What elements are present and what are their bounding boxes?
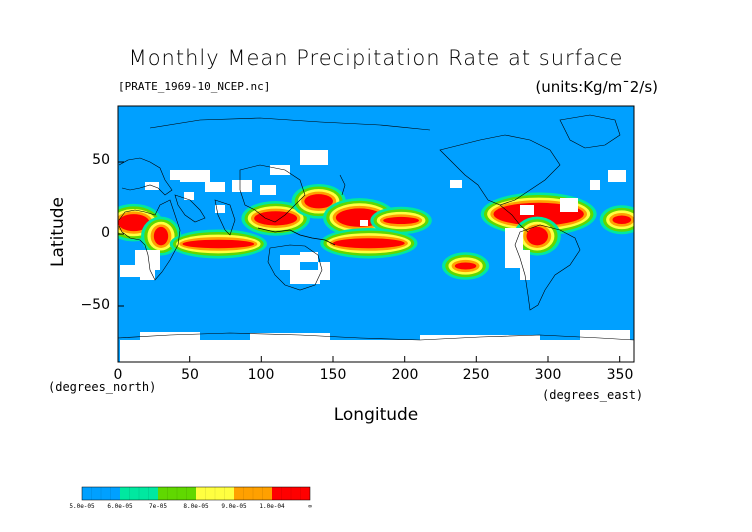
no-data-cell — [250, 333, 330, 341]
no-data-cell — [450, 180, 462, 188]
axis-ticks — [117, 161, 621, 362]
no-data-cell — [135, 250, 160, 270]
x-tick-label: 200 — [391, 367, 419, 383]
x-axis-label: Longitude — [333, 405, 419, 425]
legend-label: 7e-05 — [148, 503, 168, 510]
precip-contour — [254, 211, 298, 226]
x-tick-label: 50 — [181, 367, 199, 383]
x-tick-label: 150 — [319, 367, 347, 383]
no-data-cell — [180, 170, 210, 182]
no-data-cell — [232, 180, 252, 192]
no-data-cell — [580, 330, 630, 340]
y-axis-units: (degrees_north) — [48, 380, 157, 394]
no-data-cell — [560, 198, 578, 212]
legend-label: 8.0e-05 — [183, 503, 209, 510]
x-tick-label: 300 — [534, 367, 562, 383]
no-data-cell — [184, 192, 194, 200]
precip-regions — [118, 183, 634, 280]
precip-contour — [383, 216, 420, 225]
no-data-cell — [290, 270, 320, 284]
x-axis-units: (degrees_east) — [542, 388, 644, 402]
legend-frame — [81, 486, 311, 501]
legend-swatches — [81, 486, 311, 501]
no-data-cell — [205, 182, 225, 192]
legend-label: 9.0e-05 — [221, 503, 247, 510]
no-data-cell — [140, 270, 155, 280]
no-data-cell — [215, 205, 225, 213]
x-tick-label: 250 — [462, 367, 490, 383]
no-data-cell — [300, 252, 318, 262]
precip-contour — [612, 215, 632, 225]
no-data-cell — [520, 250, 530, 280]
legend-swatch — [272, 487, 310, 500]
no-data-cell — [520, 205, 534, 215]
no-data-cell — [420, 335, 540, 341]
no-data-cell — [280, 255, 300, 270]
y-tick-label: −50 — [80, 297, 110, 313]
precip-contour — [304, 194, 333, 209]
legend-swatch — [158, 487, 196, 500]
legend-swatch — [120, 487, 158, 500]
x-tick-label: 0 — [113, 367, 123, 383]
coastlines — [118, 114, 634, 341]
map-title: Monthly Mean Precipitation Rate at surfa… — [128, 46, 624, 70]
no-data-cell — [270, 165, 290, 175]
no-data-cell — [300, 150, 328, 165]
precip-contour — [153, 226, 169, 246]
legend-swatch — [196, 487, 234, 500]
legend-label: 6.0e-05 — [107, 503, 133, 510]
legend-swatch — [234, 487, 272, 500]
legend-label: 1.0e-04 — [259, 503, 285, 510]
no-data-cells — [120, 150, 634, 362]
no-data-cell — [260, 185, 276, 195]
precip-contour — [454, 262, 477, 270]
precip-contour — [333, 238, 405, 249]
precip-contour — [182, 239, 255, 249]
y-tick-label: 0 — [101, 225, 110, 241]
x-tick-label: 350 — [606, 367, 634, 383]
precip-contour — [526, 226, 548, 246]
no-data-cell — [170, 170, 184, 180]
y-tick-label: 50 — [92, 152, 110, 168]
dataset-filename: [PRATE_1969-10_NCEP.nc] — [118, 80, 271, 93]
units-label: (units:Kg/m¯2/s) — [535, 78, 658, 96]
no-data-cell — [505, 228, 523, 268]
legend-label: ∞ — [308, 503, 312, 510]
no-data-cell — [140, 332, 200, 340]
no-data-cell — [120, 340, 634, 362]
no-data-cell — [590, 180, 600, 190]
precip-contour — [118, 214, 150, 232]
no-data-cell — [360, 220, 368, 226]
no-data-cell — [608, 170, 626, 182]
x-tick-label: 100 — [247, 367, 275, 383]
legend-swatch — [82, 487, 120, 500]
legend-label: 5.0e-05 — [69, 503, 95, 510]
